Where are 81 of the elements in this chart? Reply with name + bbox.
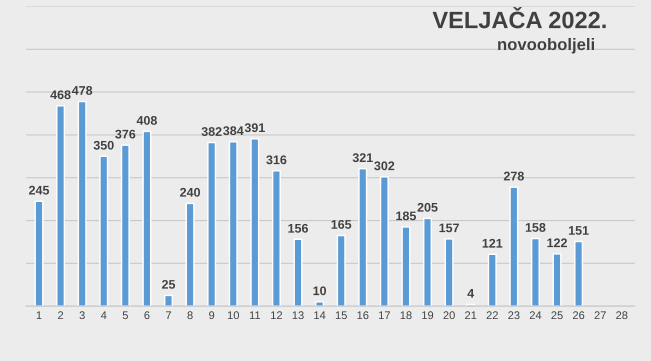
- bar: [380, 176, 389, 306]
- bar: [78, 100, 87, 306]
- data-label: 245: [29, 186, 50, 195]
- x-tick-label: 2: [58, 311, 64, 320]
- bar: [315, 301, 324, 306]
- data-label: 157: [439, 224, 459, 232]
- x-tick-label: 19: [422, 311, 434, 320]
- x-tick-label: 5: [122, 311, 128, 320]
- data-label: 25: [162, 280, 176, 289]
- x-tick-label: 7: [166, 311, 172, 320]
- x-tick-label: 27: [594, 311, 606, 320]
- x-tick-label: 10: [228, 311, 239, 320]
- bar: [272, 170, 281, 306]
- data-label: 382: [202, 127, 222, 136]
- x-tick-label: 13: [292, 311, 304, 320]
- bar: [336, 234, 346, 306]
- x-tick-label: 1: [36, 311, 42, 320]
- data-label: 185: [396, 211, 416, 220]
- bar: [142, 130, 152, 306]
- x-tick-label: 22: [486, 311, 498, 320]
- bar: [401, 226, 410, 306]
- data-label: 316: [266, 155, 286, 164]
- bar: [423, 218, 432, 306]
- data-label: 205: [418, 202, 438, 212]
- data-label: 121: [482, 238, 502, 248]
- x-tick-label: 18: [400, 311, 412, 320]
- bar: [250, 138, 260, 306]
- data-label: 165: [332, 220, 352, 229]
- x-tick-label: 3: [79, 311, 85, 320]
- bar: [56, 105, 66, 306]
- bar: [99, 156, 108, 306]
- x-tick-label: 25: [551, 311, 563, 320]
- x-tick-label: 14: [314, 311, 326, 320]
- data-label: 4: [467, 289, 474, 298]
- bar: [444, 238, 454, 306]
- x-tick-label: 12: [271, 311, 282, 320]
- bar: [488, 254, 497, 306]
- data-label: 158: [526, 223, 546, 232]
- data-label: 408: [136, 116, 157, 125]
- bar: [120, 144, 130, 306]
- x-tick-label: 6: [144, 311, 150, 320]
- x-tick-label: 28: [616, 311, 628, 320]
- x-tick-label: 4: [100, 311, 107, 320]
- bar: [164, 294, 173, 306]
- bar: [552, 253, 562, 306]
- text: novooboljeli: [498, 38, 594, 54]
- bar: [34, 200, 44, 306]
- x-tick-label: 24: [530, 311, 542, 320]
- bar: [186, 202, 195, 306]
- x-tick-label: 26: [572, 311, 584, 320]
- data-label: 321: [352, 153, 373, 162]
- data-label: 122: [547, 238, 567, 248]
- bar: [207, 142, 216, 306]
- data-label: 156: [288, 224, 308, 233]
- bar: [574, 240, 584, 306]
- x-tick-label: 15: [336, 311, 347, 320]
- data-label: 478: [72, 86, 92, 95]
- bar: [228, 141, 238, 306]
- x-tick-label: 9: [209, 311, 214, 320]
- data-label: 10: [313, 286, 326, 296]
- data-label: 302: [374, 161, 394, 170]
- data-label: 350: [94, 140, 114, 150]
- x-tick-label: 11: [250, 311, 260, 320]
- data-label: 240: [180, 188, 200, 197]
- data-label: 468: [50, 90, 71, 100]
- data-label: 384: [223, 126, 244, 136]
- bar: [509, 186, 518, 306]
- data-label: 376: [115, 130, 136, 139]
- x-tick-label: 21: [465, 311, 476, 320]
- bar: [530, 238, 540, 306]
- chart-title: VELJAČA 2022.: [432, 6, 606, 28]
- x-tick-label: 17: [379, 311, 390, 320]
- x-tick-label: 20: [443, 311, 455, 320]
- x-tick-label: 8: [187, 311, 193, 320]
- x-tick-label: 23: [508, 311, 520, 320]
- data-label: 278: [504, 172, 524, 180]
- data-label: 391: [244, 123, 265, 132]
- bar: [358, 168, 368, 306]
- x-tick-label: 16: [357, 311, 368, 320]
- data-label: 151: [568, 226, 589, 235]
- bar: [294, 238, 302, 306]
